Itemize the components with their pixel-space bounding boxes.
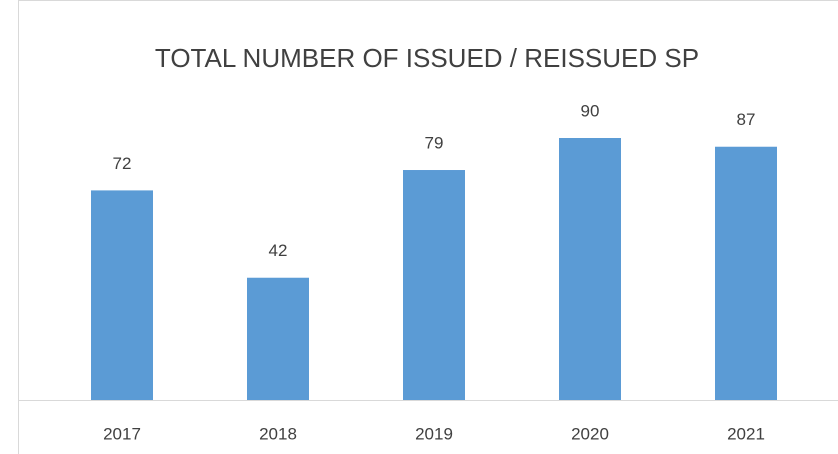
bar [91, 190, 153, 400]
x-tick-label: 2018 [259, 424, 297, 443]
x-tick-label: 2019 [415, 424, 453, 443]
data-label: 79 [425, 134, 444, 153]
data-label: 87 [737, 110, 756, 129]
bar [559, 138, 621, 400]
data-label: 90 [581, 101, 600, 120]
data-label: 42 [269, 241, 288, 260]
bar [403, 170, 465, 400]
x-tick-label: 2021 [727, 424, 765, 443]
x-tick-label: 2020 [571, 424, 609, 443]
bar [247, 277, 309, 400]
chart-title: TOTAL NUMBER OF ISSUED / REISSUED SP [155, 43, 699, 73]
x-tick-label: 2017 [103, 424, 141, 443]
data-label: 72 [113, 154, 132, 173]
bar [715, 146, 777, 400]
